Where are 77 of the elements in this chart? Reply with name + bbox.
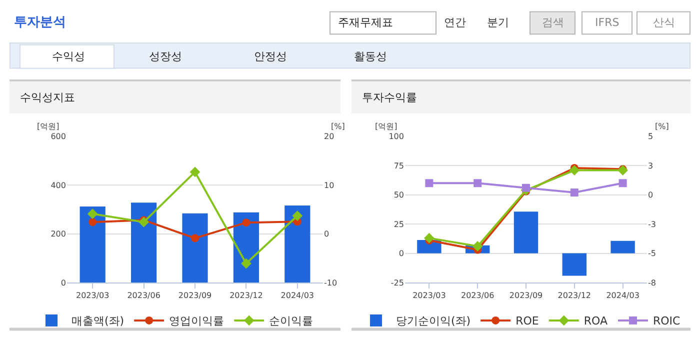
y-tick-label: 100 <box>388 132 404 142</box>
y-tick-label: -25 <box>390 278 404 288</box>
y-tick-label: 25 <box>394 220 404 229</box>
bar <box>562 253 586 276</box>
y2-tick-label: -5 <box>648 249 656 258</box>
x-tick-label: 2023/03 <box>76 291 110 300</box>
y-axis-title: [억원] <box>37 122 60 131</box>
x-tick-label: 2023/09 <box>178 291 212 300</box>
bar <box>284 206 310 282</box>
y-tick-label: 600 <box>50 132 66 142</box>
point <box>88 218 97 226</box>
point <box>190 166 200 178</box>
legend-label: 당기순이익(좌) <box>396 314 471 328</box>
x-tick-label: 2024/03 <box>606 291 640 300</box>
y2-tick-label: -3 <box>648 220 656 229</box>
bar <box>514 212 538 254</box>
legend-label: ROE <box>516 314 539 328</box>
text: 연간 <box>444 16 466 29</box>
y2-axis-title: [%] <box>655 122 669 131</box>
legend-label: 매출액(좌) <box>72 314 124 328</box>
x-tick-label: 2024/03 <box>280 291 314 300</box>
text: 수익성 <box>52 50 85 63</box>
y-tick-label: 0 <box>398 249 404 258</box>
text: 분기 <box>487 16 509 29</box>
text: IFRS <box>595 16 620 29</box>
text: 검색 <box>542 16 564 29</box>
point <box>425 179 434 188</box>
text: 활동성 <box>354 50 387 63</box>
point <box>87 208 98 220</box>
bar <box>80 206 106 282</box>
text: 투자분석 <box>14 15 66 30</box>
y2-tick-label: 0 <box>324 230 330 239</box>
point <box>242 218 250 227</box>
x-tick-label: 2023/03 <box>412 291 446 300</box>
bar <box>131 202 157 282</box>
point <box>241 258 252 269</box>
point <box>474 179 482 188</box>
y-tick-label: 75 <box>394 161 404 170</box>
point <box>522 184 530 192</box>
legend-label: 순이익률 <box>269 314 314 328</box>
y-tick-label: 400 <box>50 180 66 190</box>
y2-tick-label: -10 <box>324 278 338 288</box>
x-tick-label: 2023/06 <box>127 291 160 300</box>
bar <box>182 213 208 282</box>
y-tick-label: 50 <box>394 190 404 200</box>
x-tick-label: 2023/12 <box>230 291 263 300</box>
y2-tick-label: 10 <box>324 180 334 190</box>
point <box>472 241 483 252</box>
legend-label: 영업이익률 <box>169 314 224 328</box>
y2-tick-label: 20 <box>324 132 334 142</box>
y-tick-label: 200 <box>50 230 66 239</box>
point <box>424 232 434 244</box>
text: 주재무제표 <box>338 16 393 29</box>
point <box>138 216 149 228</box>
chart-title: 투자수익률 <box>362 91 417 104</box>
text: 성장성 <box>149 50 182 63</box>
y-axis-title: [억원] <box>375 122 398 131</box>
point <box>191 234 199 242</box>
bar <box>610 240 635 254</box>
y2-tick-label: -8 <box>648 278 656 288</box>
chart-title: 수익성지표 <box>20 91 75 104</box>
legend-label: ROA <box>584 314 608 328</box>
y2-tick-label: 3 <box>648 161 654 170</box>
point <box>569 165 580 176</box>
x-tick-label: 2023/12 <box>558 291 592 300</box>
text: 산식 <box>653 16 675 29</box>
y2-axis-title: [%] <box>331 122 345 131</box>
point <box>292 210 303 221</box>
x-tick-label: 2023/09 <box>509 291 543 300</box>
y2-tick-label: 0 <box>648 190 654 200</box>
text: 안정성 <box>254 50 287 63</box>
y2-tick-label: 5 <box>648 132 654 142</box>
x-tick-label: 2023/06 <box>460 291 494 300</box>
y-tick-label: 0 <box>60 278 66 288</box>
point <box>618 179 627 188</box>
legend-label: ROIC <box>653 314 681 328</box>
point <box>570 188 578 196</box>
